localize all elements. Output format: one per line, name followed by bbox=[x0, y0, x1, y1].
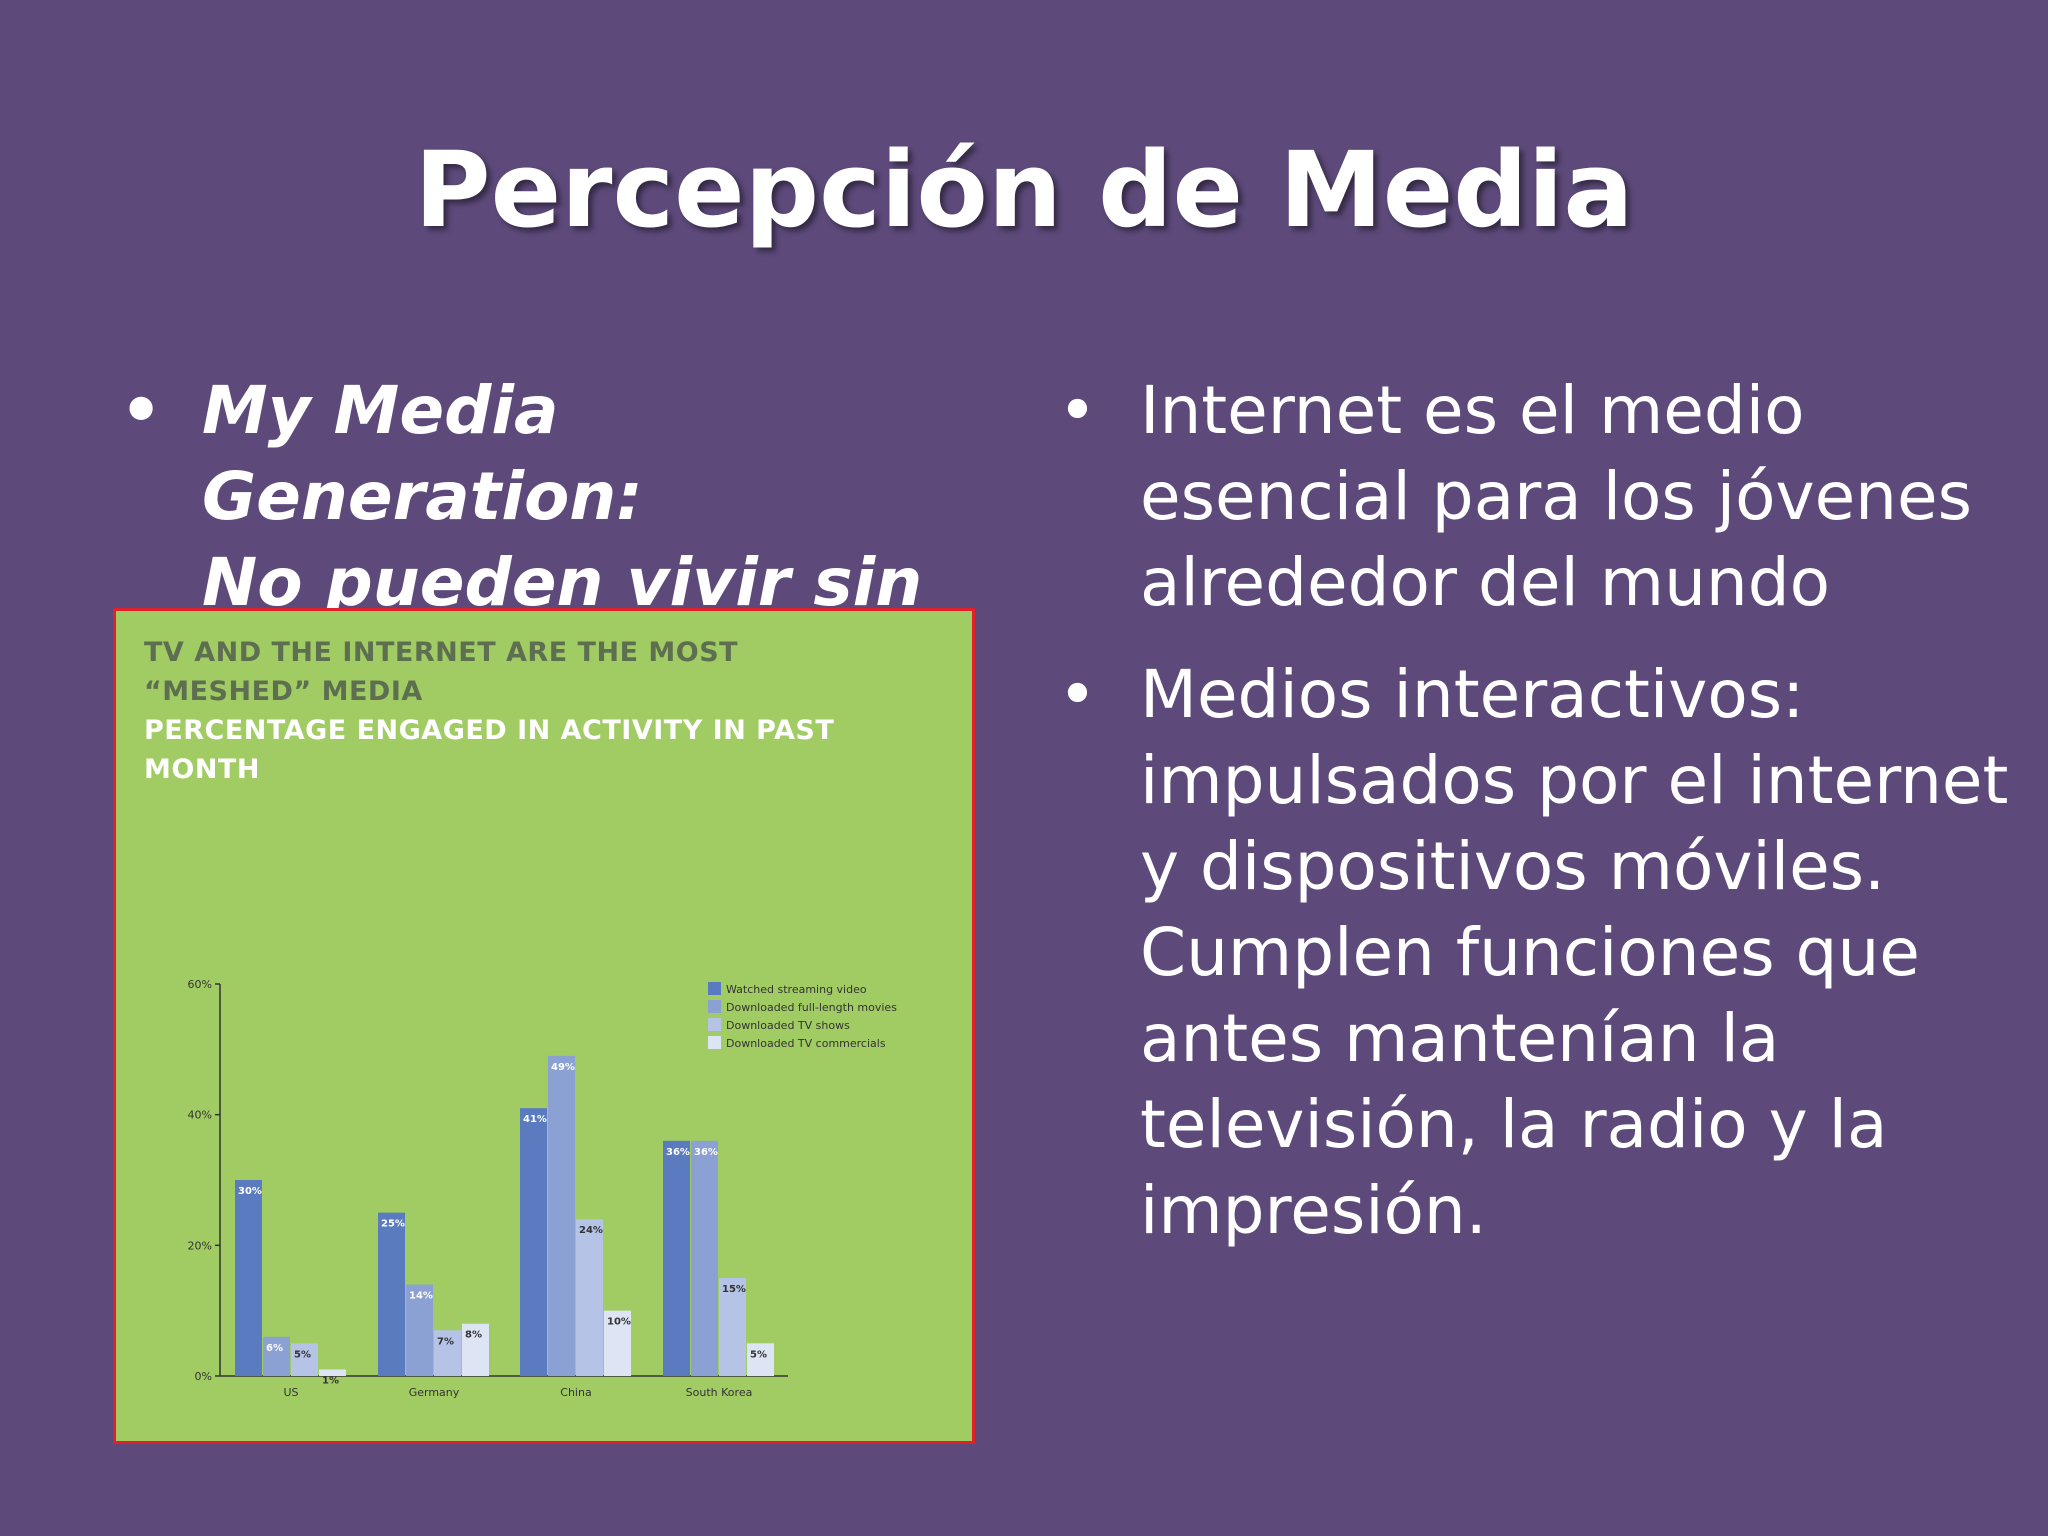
x-category-label: South Korea bbox=[686, 1386, 753, 1399]
bar-data-label: 1% bbox=[322, 1375, 339, 1386]
bar bbox=[747, 1343, 774, 1376]
bar-data-label: 15% bbox=[722, 1284, 746, 1295]
x-category-label: US bbox=[283, 1386, 298, 1399]
bar-data-label: 14% bbox=[409, 1291, 433, 1302]
bar-data-label: 10% bbox=[607, 1317, 631, 1328]
legend-swatch bbox=[708, 1036, 721, 1049]
bar bbox=[378, 1212, 405, 1376]
bar-data-label: 5% bbox=[294, 1349, 311, 1360]
bar-data-label: 36% bbox=[666, 1147, 690, 1158]
bar bbox=[462, 1323, 489, 1376]
legend-label: Downloaded TV commercials bbox=[726, 1037, 886, 1050]
chart-title: TV AND THE INTERNET ARE THE MOST “MESHED… bbox=[144, 637, 739, 707]
legend-label: Watched streaming video bbox=[726, 983, 867, 996]
bar bbox=[291, 1343, 318, 1376]
bar bbox=[576, 1219, 603, 1376]
bar bbox=[719, 1278, 746, 1376]
bar-data-label: 30% bbox=[238, 1186, 262, 1197]
y-tick-label: 0% bbox=[195, 1370, 212, 1383]
chart-subtitle: PERCENTAGE ENGAGED IN ACTIVITY IN PAST M… bbox=[144, 715, 835, 785]
bar bbox=[235, 1180, 262, 1376]
chart-heading: TV AND THE INTERNET ARE THE MOST “MESHED… bbox=[144, 633, 844, 789]
right-bullet-text-interactive: Medios interactivos: impulsados por el i… bbox=[1140, 656, 2009, 1249]
bar bbox=[434, 1330, 461, 1376]
y-tick-label: 40% bbox=[188, 1109, 212, 1122]
legend-swatch bbox=[708, 982, 721, 995]
y-tick-label: 20% bbox=[188, 1239, 212, 1252]
bar-data-label: 6% bbox=[266, 1343, 283, 1354]
y-tick-label: 60% bbox=[188, 978, 212, 991]
chart-panel: TV AND THE INTERNET ARE THE MOST “MESHED… bbox=[113, 608, 975, 1444]
right-bullet-item: • Internet es el medio esencial para los… bbox=[1058, 368, 2018, 626]
bar-data-label: 25% bbox=[381, 1219, 405, 1230]
legend-label: Downloaded full-length movies bbox=[726, 1001, 897, 1014]
bar bbox=[263, 1336, 290, 1376]
bar-data-label: 5% bbox=[750, 1349, 767, 1360]
legend-label: Downloaded TV shows bbox=[726, 1019, 850, 1032]
bar-data-label: 24% bbox=[579, 1225, 603, 1236]
bar bbox=[520, 1108, 547, 1376]
right-bullet-list: • Internet es el medio esencial para los… bbox=[1058, 368, 2018, 1280]
bar bbox=[548, 1055, 575, 1376]
bullet-dot: • bbox=[1058, 372, 1097, 449]
right-bullet-item: • Medios interactivos: impulsados por el… bbox=[1058, 652, 2018, 1254]
bar bbox=[319, 1369, 346, 1376]
x-category-label: Germany bbox=[409, 1386, 460, 1399]
bar bbox=[406, 1284, 433, 1376]
right-bullet-text-internet: Internet es el medio esencial para los j… bbox=[1140, 372, 1972, 621]
bullet-dot: • bbox=[120, 372, 163, 449]
bar-data-label: 36% bbox=[694, 1147, 718, 1158]
slide-title: Percepción de Media bbox=[414, 129, 1634, 251]
bullet-dot: • bbox=[1058, 656, 1097, 733]
legend-swatch bbox=[708, 1000, 721, 1013]
bar bbox=[663, 1140, 690, 1376]
bar bbox=[691, 1140, 718, 1376]
x-category-label: China bbox=[560, 1386, 591, 1399]
bar-data-label: 8% bbox=[465, 1330, 482, 1341]
bar-chart: 0% 20% 40% 60% 30% 6% 5% 1% US 25% 14% 7% 8% Germany 4… bbox=[188, 978, 898, 1399]
bar-data-label: 7% bbox=[437, 1336, 454, 1347]
bar-data-label: 41% bbox=[523, 1114, 547, 1125]
legend-swatch bbox=[708, 1018, 721, 1031]
bar bbox=[604, 1310, 631, 1376]
bar-data-label: 49% bbox=[551, 1062, 575, 1073]
